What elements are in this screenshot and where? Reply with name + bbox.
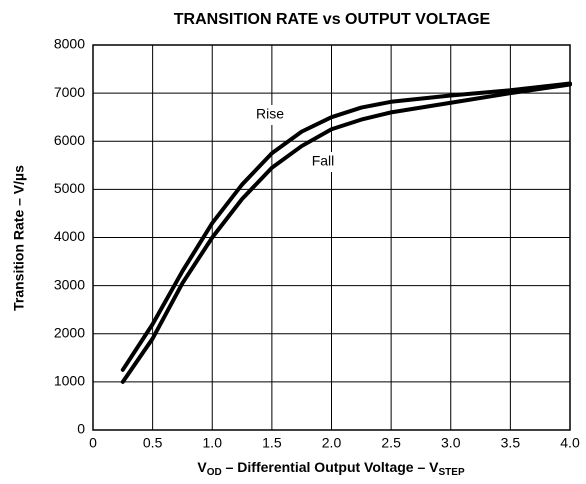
x-label-sub: STEP: [439, 467, 465, 478]
line: [120, 82, 572, 384]
x-label-part: – Differential Output Voltage – V: [222, 459, 439, 475]
series-label: Rise: [256, 106, 284, 122]
y-tick-label: 5000: [54, 180, 85, 196]
x-tick-label: 0.5: [143, 435, 163, 451]
y-tick-label: 4000: [54, 228, 85, 244]
y-tick-label: 0: [77, 421, 85, 437]
chart-title: TRANSITION RATE vs OUTPUT VOLTAGE: [174, 11, 491, 28]
y-tick-label: 3000: [54, 276, 85, 292]
y-tick-label: 2000: [54, 324, 85, 340]
x-tick-label: 1.5: [262, 435, 282, 451]
x-tick-label: 2.5: [381, 435, 401, 451]
y-axis-label: Transition Rate – V/µs: [11, 165, 27, 311]
x-tick-label: 3.5: [501, 435, 521, 451]
series-label-bg: [248, 105, 292, 125]
y-tick-label: 6000: [54, 132, 85, 148]
y-tick-label: 8000: [54, 36, 85, 52]
x-tick-label: 1.0: [203, 435, 223, 451]
x-tick-label: 2.0: [322, 435, 342, 451]
plot-frame: [92, 44, 571, 431]
x-tick-label: 0: [89, 435, 97, 451]
x-tick-label: 3.0: [441, 435, 461, 451]
x-tick-label: 4.0: [560, 435, 580, 451]
series-label-bg: [301, 152, 345, 172]
x-label-sub: OD: [207, 467, 222, 478]
series-label: Fall: [312, 153, 335, 169]
x-axis-label: VOD – Differential Output Voltage – VSTE…: [197, 459, 465, 478]
x-label-part: V: [197, 459, 207, 475]
line: [120, 81, 572, 372]
y-tick-label: 1000: [54, 373, 85, 389]
y-tick-label: 7000: [54, 84, 85, 100]
